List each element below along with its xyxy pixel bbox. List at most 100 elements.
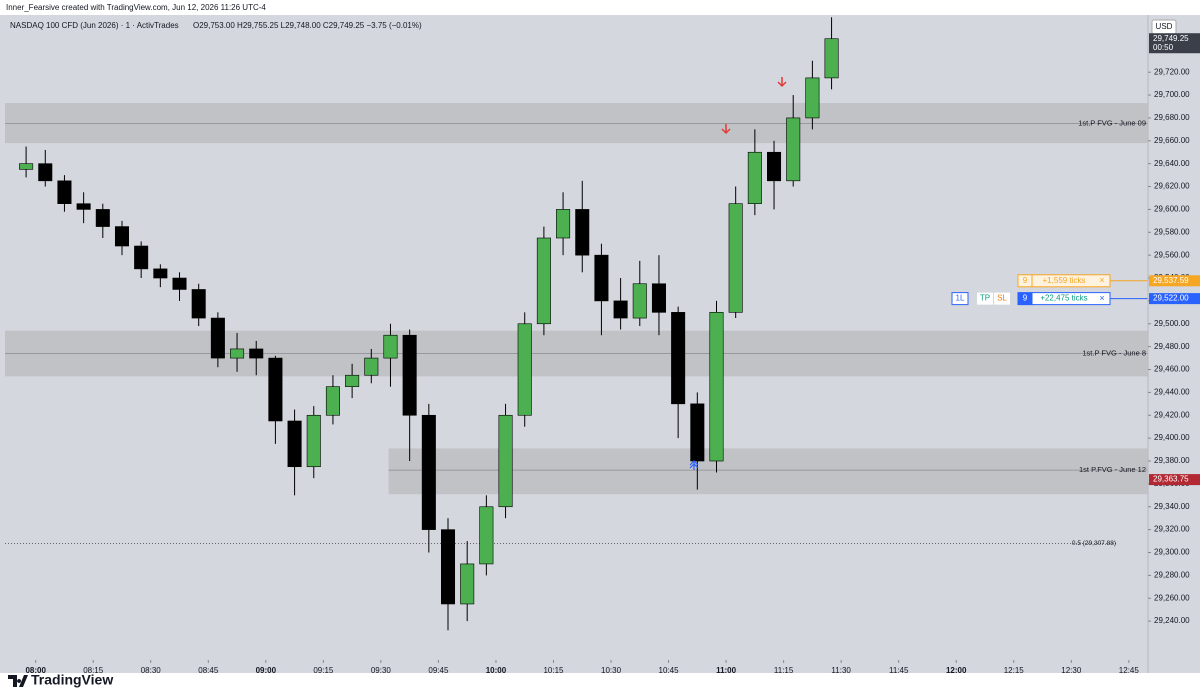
order-ticks: +22,475 ticks xyxy=(1040,294,1087,303)
fvg-label: 1st.P FVG - June 8 xyxy=(1082,348,1146,357)
x-tick-label: 10:00 xyxy=(486,666,507,675)
candle-body xyxy=(440,529,456,605)
candle-body xyxy=(728,203,743,313)
y-tick-label: 29,260.00 xyxy=(1154,593,1190,602)
order-ticks: +1,559 ticks xyxy=(1043,276,1086,285)
y-tick-label: 29,440.00 xyxy=(1154,388,1190,397)
candle-body xyxy=(632,283,647,319)
x-tick-label: 11:45 xyxy=(889,666,909,675)
candle-body xyxy=(95,209,110,227)
candle-body xyxy=(786,117,801,182)
candle-body xyxy=(38,163,53,182)
price-label-box xyxy=(1149,474,1200,486)
candle-body xyxy=(498,414,513,508)
candle-body xyxy=(287,420,302,468)
x-tick-label: 08:15 xyxy=(83,666,104,675)
y-tick-label: 29,560.00 xyxy=(1154,250,1190,259)
y-tick-label: 29,620.00 xyxy=(1154,182,1190,191)
y-tick-label: 29,480.00 xyxy=(1154,342,1190,351)
candle-body xyxy=(613,300,628,319)
order-ticks-box xyxy=(1031,292,1111,306)
logo xyxy=(8,675,28,687)
y-tick-label: 29,400.00 xyxy=(1154,433,1190,442)
x-tick-label: 11:30 xyxy=(831,666,851,675)
order-button-label[interactable]: 1L xyxy=(956,294,965,303)
candle-body xyxy=(805,77,820,119)
y-tick-label: 29,680.00 xyxy=(1154,113,1190,122)
candle-body xyxy=(57,180,72,204)
order-button[interactable] xyxy=(994,292,1010,305)
y-tick-label: 29,420.00 xyxy=(1154,410,1190,419)
y-tick-label: 29,320.00 xyxy=(1154,525,1190,534)
order-close[interactable]: × xyxy=(1099,275,1104,285)
candle-body xyxy=(556,209,571,239)
candle-body xyxy=(210,317,225,359)
y-tick-label: 29,340.00 xyxy=(1154,502,1190,511)
candle-body xyxy=(575,209,590,256)
x-tick-label: 08:00 xyxy=(25,666,46,675)
price-label: 29,537.59 xyxy=(1153,276,1189,285)
x-tick-label: 09:00 xyxy=(256,666,277,675)
candle-body xyxy=(268,357,283,422)
y-tick-label: 29,720.00 xyxy=(1154,67,1190,76)
order-button[interactable] xyxy=(951,292,969,306)
y-tick-label: 29,300.00 xyxy=(1154,548,1190,557)
candle-body xyxy=(671,312,686,405)
x-tick-label: 08:45 xyxy=(198,666,219,675)
fvg-label: 1st P.FVG - June 12 xyxy=(1079,465,1146,474)
candle-body xyxy=(709,312,724,462)
currency[interactable]: USD xyxy=(1156,22,1173,31)
x-tick-label: 09:30 xyxy=(371,666,392,675)
candle-body xyxy=(690,403,705,462)
x-tick-label: 10:15 xyxy=(543,666,564,675)
candle-body xyxy=(153,268,168,279)
ohlc: O29,753.00 H29,755.25 L29,748.00 C29,749… xyxy=(193,21,422,30)
price-countdown: 00:50 xyxy=(1153,43,1174,52)
candle-body xyxy=(402,334,417,416)
y-tick-label: 29,700.00 xyxy=(1154,90,1190,99)
x-tick-label: 12:30 xyxy=(1061,666,1082,675)
x-tick-label: 11:15 xyxy=(774,666,794,675)
signal-arrows xyxy=(689,77,787,470)
y-tick-label: 29,280.00 xyxy=(1154,570,1190,579)
x-tick-label: 08:30 xyxy=(141,666,162,675)
price-label-box xyxy=(1149,275,1200,287)
candle-body xyxy=(383,334,398,359)
y-tick-label: 29,240.00 xyxy=(1154,616,1190,625)
candle-body xyxy=(421,414,436,530)
order-qty: 9 xyxy=(1023,276,1028,285)
candle-body xyxy=(325,386,340,416)
order-button-label[interactable]: TP xyxy=(980,294,990,303)
x-tick-label: 09:45 xyxy=(428,666,449,675)
candle-body xyxy=(536,237,551,325)
candle-body xyxy=(76,203,91,210)
order-button-label[interactable]: SL xyxy=(997,294,1007,303)
x-tick-label: 10:30 xyxy=(601,666,622,675)
candle-body xyxy=(747,151,762,204)
candle-body xyxy=(134,245,149,270)
candle-body xyxy=(191,289,206,319)
level-label: 0.5 (29,307.88) xyxy=(1072,540,1116,547)
candle-body xyxy=(517,323,532,416)
order-close[interactable]: × xyxy=(1099,293,1104,303)
candle-body xyxy=(19,163,34,170)
candle-body xyxy=(230,348,245,359)
x-tick-label: 11:00 xyxy=(716,666,737,675)
plot: 1st.P FVG - June 09 1st.P FVG - June 8 1st… xyxy=(5,17,1149,631)
order-qty: 9 xyxy=(1023,294,1028,303)
candle-body xyxy=(364,357,379,376)
order-button[interactable] xyxy=(977,292,993,305)
candle-body xyxy=(306,414,321,468)
fvg-label: 1st.P FVG - June 09 xyxy=(1078,119,1146,128)
candle-body xyxy=(651,283,666,313)
candle-body xyxy=(114,226,129,247)
candle-body xyxy=(594,254,609,302)
candle-body xyxy=(345,374,360,387)
symbol: NASDAQ 100 CFD (Jun 2026) · 1 · ActivTra… xyxy=(10,21,179,30)
price-label: 29,749.25 xyxy=(1153,34,1189,43)
candle-body xyxy=(479,506,494,565)
price-label-box xyxy=(1149,293,1200,305)
x-tick-label: 10:45 xyxy=(659,666,680,675)
candle-body xyxy=(824,38,839,79)
